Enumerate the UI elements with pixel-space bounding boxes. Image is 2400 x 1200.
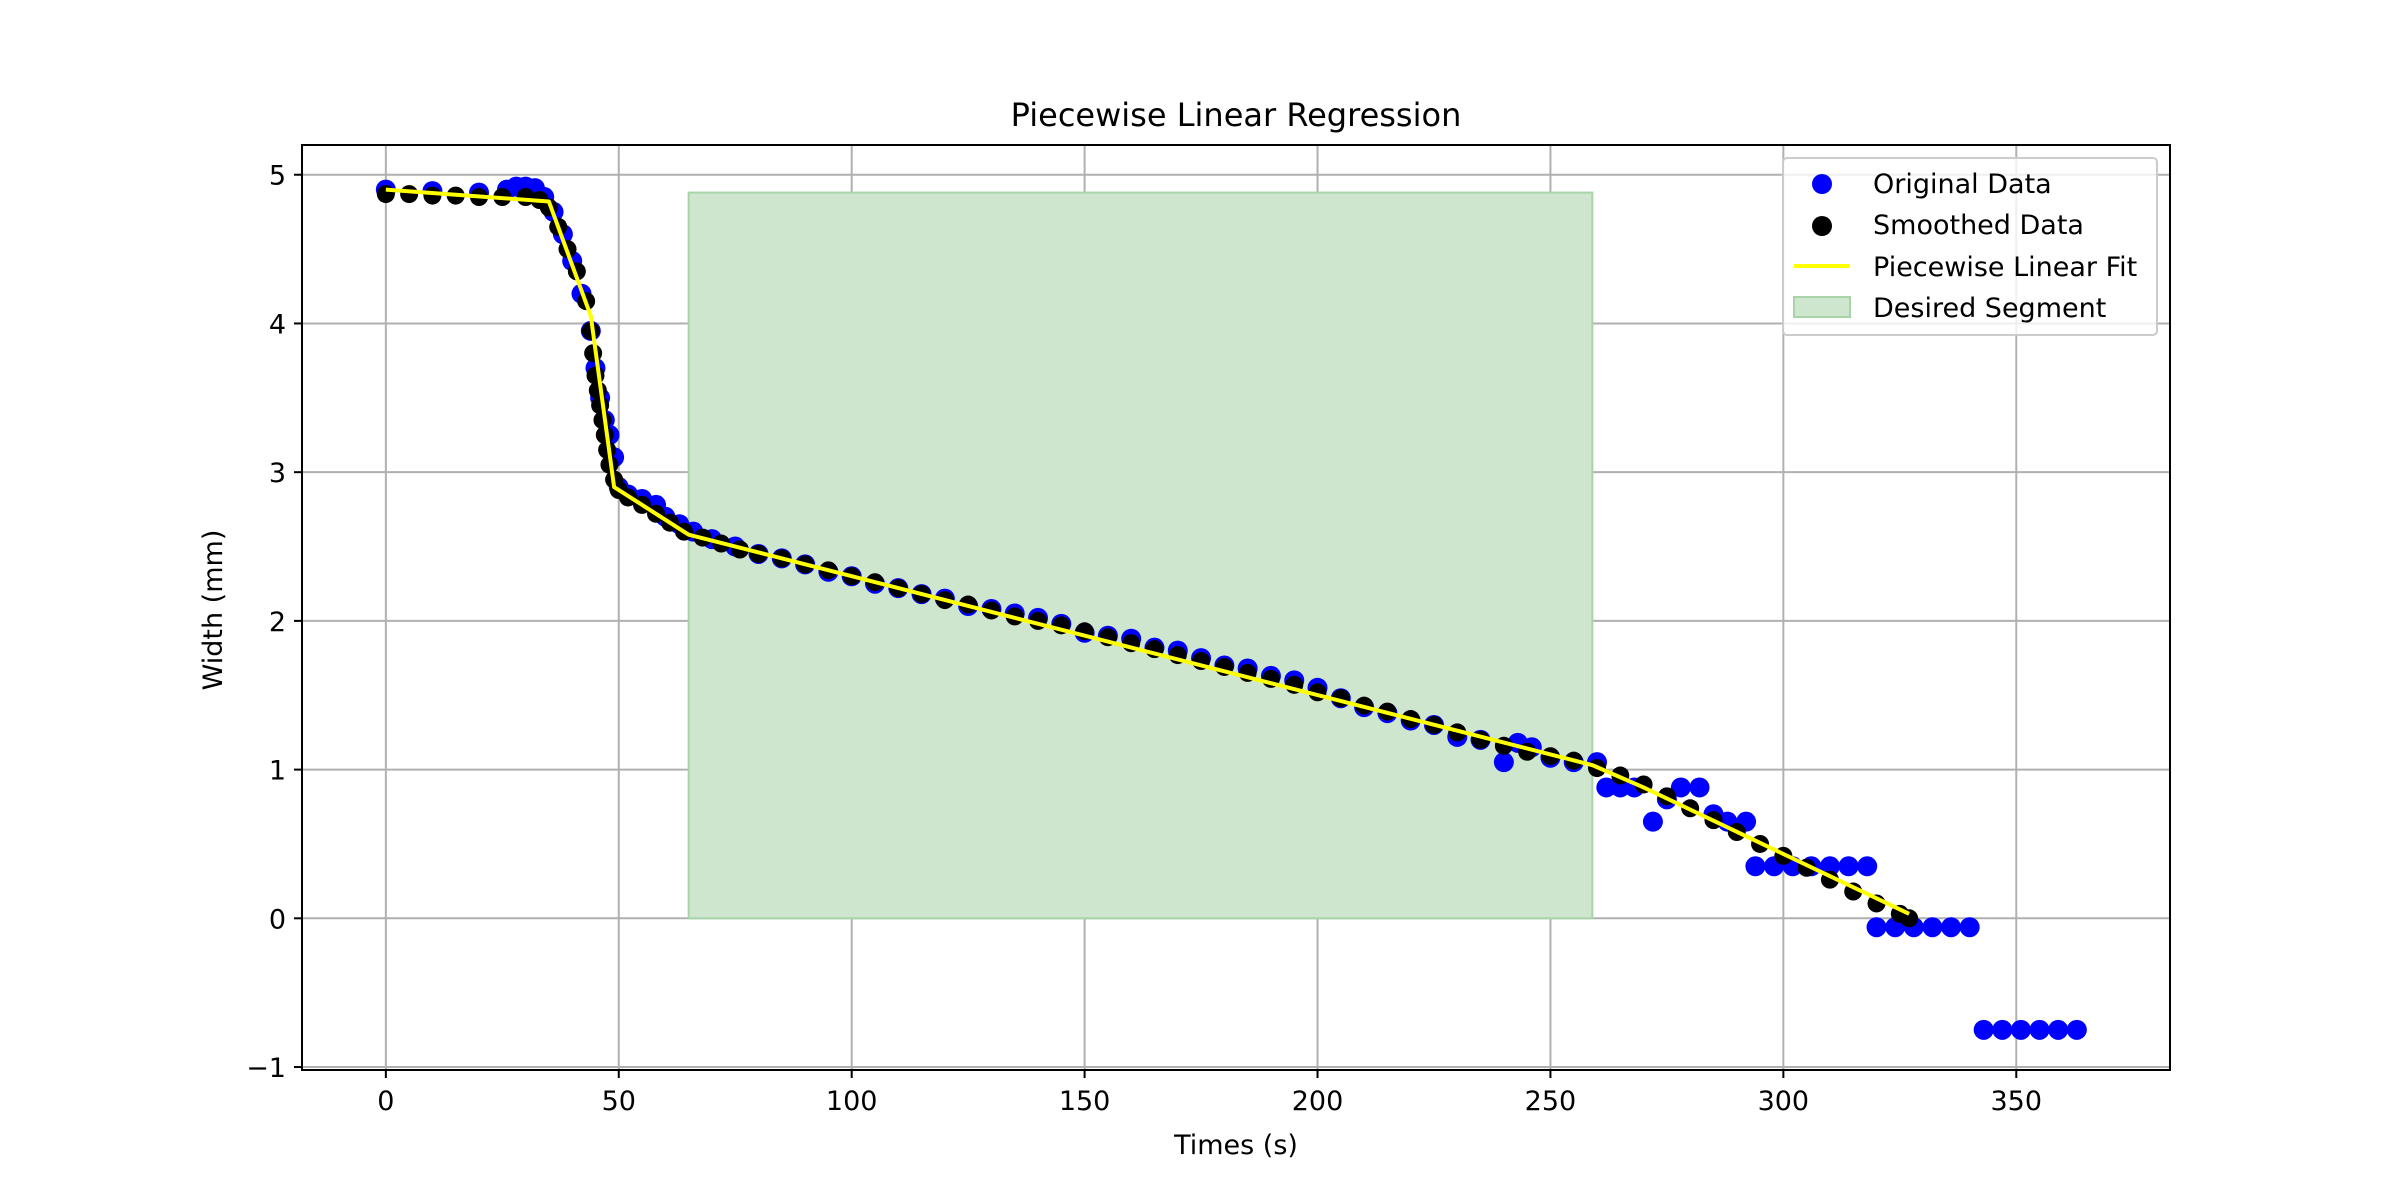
smoothed-data-point [376, 185, 395, 204]
original-data-point [1819, 856, 1840, 877]
legend-box [1782, 157, 2158, 336]
smoothed-data-point [423, 186, 442, 205]
original-data-point [2029, 1019, 2050, 1040]
y-axis-label: Width (mm) [198, 530, 229, 691]
original-data-point [1866, 917, 1887, 938]
y-tick-label: 1 [269, 756, 286, 787]
desired-segment-region [687, 191, 1594, 920]
chart-title: Piecewise Linear Regression [1011, 96, 1462, 134]
y-tick-label: 4 [269, 309, 286, 340]
original-data-point [2066, 1019, 2087, 1040]
original-data-point [1596, 777, 1617, 798]
y-tick-label: 3 [269, 458, 286, 489]
legend-marker-original-data [1812, 174, 1832, 194]
plot-area [301, 144, 2171, 1071]
piecewise-fit-series [385, 187, 1910, 916]
original-data-point [1670, 777, 1691, 798]
original-data-point [1922, 917, 1943, 938]
x-tick-label: 350 [1991, 1086, 2043, 1117]
original-data-point [1689, 777, 1710, 798]
x-tick-label: 150 [1059, 1086, 1111, 1117]
legend-label-desired-segment: Desired Segment [1873, 293, 2106, 324]
legend-marker-smoothed-data [1812, 216, 1832, 236]
original-data-point [1493, 752, 1514, 773]
y-tick-label: 2 [269, 607, 286, 638]
original-data-point [2048, 1019, 2069, 1040]
y-tick-label: −1 [246, 1053, 286, 1084]
x-tick-label: 200 [1292, 1086, 1344, 1117]
piecewise-fit-line [385, 187, 1910, 916]
legend-marker-desired-segment [1793, 296, 1851, 318]
legend: Original Data Smoothed Data Piecewise Li… [1782, 157, 2158, 336]
y-tick-label: 0 [269, 904, 286, 935]
legend-label-piecewise-fit: Piecewise Linear Fit [1873, 252, 2137, 283]
y-axis-ticks: −1 0 1 2 3 4 5 [246, 161, 302, 1084]
original-data-point [1838, 856, 1859, 877]
original-data-point [1992, 1019, 2013, 1040]
x-axis-ticks: 0 50 100 150 200 250 300 350 [377, 1070, 2042, 1117]
x-tick-label: 50 [602, 1086, 636, 1117]
desired-segment-rect [687, 191, 1594, 920]
original-data-point [1973, 1019, 1994, 1040]
legend-label-smoothed-data: Smoothed Data [1873, 210, 2084, 241]
original-data-point [2010, 1019, 2031, 1040]
original-data-point [1959, 917, 1980, 938]
legend-label-original-data: Original Data [1873, 169, 2052, 200]
y-tick-label: 5 [269, 161, 286, 192]
smoothed-data-point [400, 185, 419, 204]
x-tick-label: 300 [1758, 1086, 1810, 1117]
original-data-point [1857, 856, 1878, 877]
original-data-point [1642, 811, 1663, 832]
original-data-point [1941, 917, 1962, 938]
axes-frame [301, 144, 2171, 1071]
x-tick-label: 100 [826, 1086, 878, 1117]
x-tick-label: 0 [377, 1086, 394, 1117]
original-data-point [1745, 856, 1766, 877]
x-axis-label: Times (s) [1173, 1130, 1298, 1161]
x-tick-label: 250 [1525, 1086, 1577, 1117]
